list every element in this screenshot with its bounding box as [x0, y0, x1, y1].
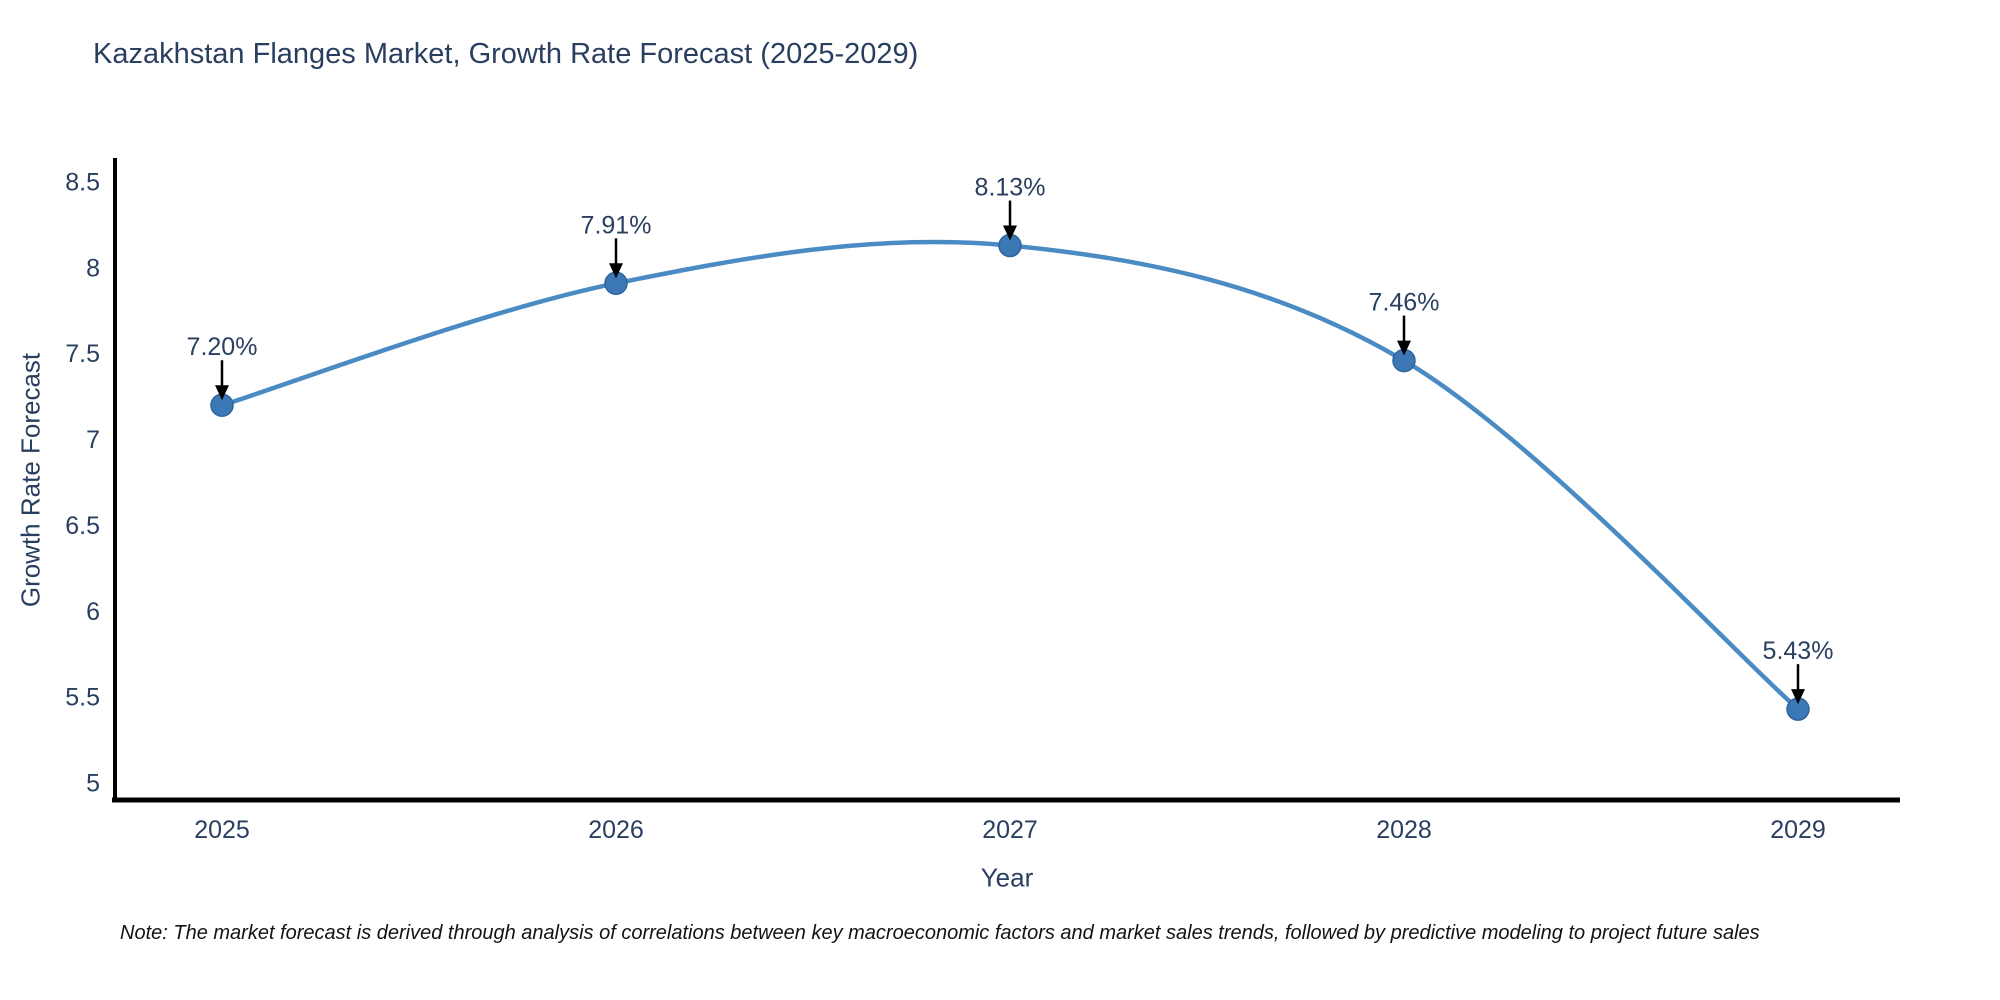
x-tick-label: 2026 — [588, 816, 644, 844]
x-axis-title: Year — [980, 862, 1034, 893]
data-point-value-label: 7.20% — [187, 333, 258, 361]
y-tick-label: 6 — [86, 598, 100, 626]
data-point-value-label: 5.43% — [1763, 637, 1834, 665]
annotation-arrow-head — [1791, 689, 1805, 705]
y-tick-label: 5.5 — [65, 684, 100, 712]
x-tick-label: 2029 — [1770, 816, 1826, 844]
x-tick-label: 2025 — [194, 816, 250, 844]
y-tick-label: 6.5 — [65, 512, 100, 540]
y-tick-label: 5 — [86, 770, 100, 798]
y-tick-label: 8 — [86, 254, 100, 282]
annotation-arrow-head — [609, 263, 623, 279]
data-point-value-label: 7.91% — [581, 211, 652, 239]
x-tick-label: 2028 — [1376, 816, 1432, 844]
data-point-value-label: 8.13% — [975, 174, 1046, 202]
y-tick-label: 7 — [86, 426, 100, 454]
annotation-arrow-head — [1003, 225, 1017, 241]
x-tick-label: 2027 — [982, 816, 1038, 844]
forecast-line — [219, 239, 1801, 712]
annotation-arrow-head — [215, 385, 229, 401]
data-point-value-label: 7.46% — [1369, 289, 1440, 317]
y-tick-label: 7.5 — [65, 340, 100, 368]
chart-title: Kazakhstan Flanges Market, Growth Rate F… — [93, 38, 919, 70]
footnote: Note: The market forecast is derived thr… — [120, 922, 1760, 944]
annotation-arrow-head — [1397, 340, 1411, 356]
y-tick-label: 8.5 — [65, 169, 100, 197]
